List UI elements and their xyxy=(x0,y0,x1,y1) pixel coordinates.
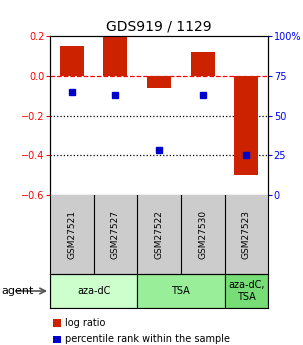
Text: GSM27522: GSM27522 xyxy=(155,210,164,259)
Text: percentile rank within the sample: percentile rank within the sample xyxy=(65,335,230,345)
Bar xyxy=(103,37,128,76)
Text: GSM27523: GSM27523 xyxy=(242,210,251,259)
Bar xyxy=(60,46,84,76)
Bar xyxy=(225,274,268,308)
Bar xyxy=(137,274,225,308)
Text: aza-dC: aza-dC xyxy=(77,286,110,296)
Text: aza-dC,
TSA: aza-dC, TSA xyxy=(228,280,265,302)
Text: GSM27527: GSM27527 xyxy=(111,210,120,259)
Text: TSA: TSA xyxy=(171,286,190,296)
Bar xyxy=(50,274,137,308)
Text: agent: agent xyxy=(2,286,34,296)
Title: GDS919 / 1129: GDS919 / 1129 xyxy=(106,20,212,34)
Bar xyxy=(234,76,258,175)
Bar xyxy=(147,76,171,88)
Bar xyxy=(191,52,215,76)
Text: log ratio: log ratio xyxy=(65,318,105,328)
Text: GSM27530: GSM27530 xyxy=(198,210,207,259)
Text: GSM27521: GSM27521 xyxy=(67,210,76,259)
